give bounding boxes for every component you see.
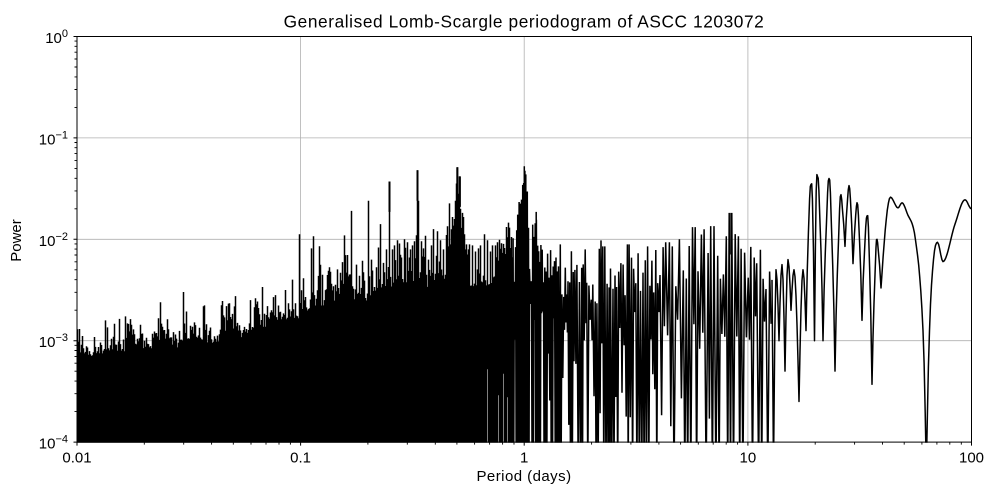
svg-text:1: 1	[520, 450, 528, 467]
svg-text:0.01: 0.01	[62, 450, 91, 467]
svg-text:Generalised Lomb-Scargle perio: Generalised Lomb-Scargle periodogram of …	[284, 12, 765, 32]
svg-text:0.1: 0.1	[290, 450, 311, 467]
svg-text:10: 10	[740, 450, 757, 467]
svg-text:Period (days): Period (days)	[476, 468, 571, 485]
svg-text:100: 100	[959, 450, 984, 467]
svg-text:Power: Power	[8, 219, 25, 262]
